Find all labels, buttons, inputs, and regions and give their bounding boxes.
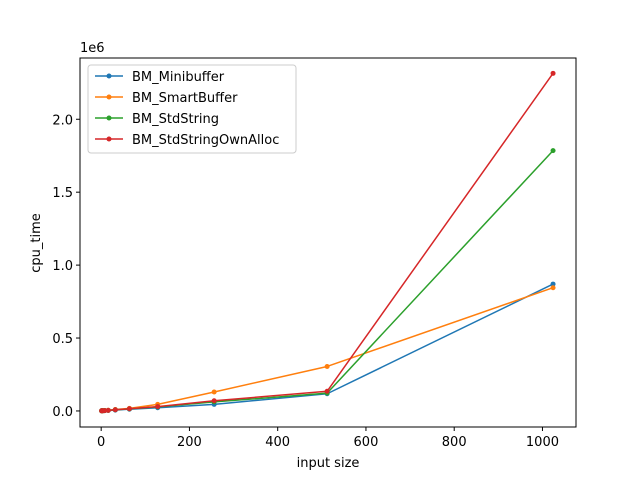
y-axis-ticks: 0.0 0.5 1.0 1.5 2.0 (52, 113, 80, 420)
y-axis-label: cpu_time (29, 213, 44, 273)
legend-marker-1 (106, 94, 112, 100)
legend-marker-3 (106, 136, 112, 142)
legend-label-2: BM_StdString (132, 112, 219, 127)
y-tick-label-2: 1.0 (52, 259, 73, 274)
series-point-3-7 (155, 404, 161, 410)
series-point-3-6 (126, 406, 132, 412)
series-layer (99, 70, 556, 414)
series-point-3-4 (105, 407, 111, 413)
x-tick-label-0: 0 (97, 435, 105, 450)
x-tick-label-3: 600 (354, 435, 379, 450)
series-point-1-10 (550, 285, 556, 291)
legend-marker-0 (106, 73, 112, 79)
x-axis-ticks: 0 200 400 600 800 1000 (97, 427, 559, 450)
y-tick-label-0: 0.0 (52, 405, 73, 420)
legend: BM_Minibuffer BM_SmartBuffer BM_StdString B… (87, 64, 297, 154)
plot-frame (79, 57, 577, 428)
y-tick-label-4: 2.0 (52, 113, 73, 128)
legend-label-3: BM_StdStringOwnAlloc (132, 133, 279, 148)
x-tick-label-4: 800 (442, 435, 467, 450)
legend-label-1: BM_SmartBuffer (132, 91, 238, 106)
y-tick-label-1: 0.5 (52, 332, 73, 347)
legend-marker-2 (106, 115, 112, 121)
series-point-1-8 (211, 389, 217, 395)
x-tick-label-2: 400 (265, 435, 290, 450)
x-tick-label-1: 200 (177, 435, 202, 450)
legend-box (87, 64, 297, 154)
series-point-2-10 (550, 148, 556, 154)
series-point-1-9 (324, 363, 330, 369)
series-point-3-10 (550, 70, 556, 76)
series-point-3-3 (102, 408, 108, 414)
series-point-0-10 (550, 281, 556, 287)
y-axis-offset-text: 1e6 (80, 41, 105, 56)
y-tick-label-3: 1.5 (52, 186, 73, 201)
series-point-3-8 (211, 398, 217, 404)
series-point-3-5 (112, 407, 118, 413)
legend-label-0: BM_Minibuffer (132, 70, 225, 85)
x-axis-label: input size (297, 456, 360, 471)
x-tick-label-5: 1000 (526, 435, 559, 450)
series-point-3-9 (324, 388, 330, 394)
